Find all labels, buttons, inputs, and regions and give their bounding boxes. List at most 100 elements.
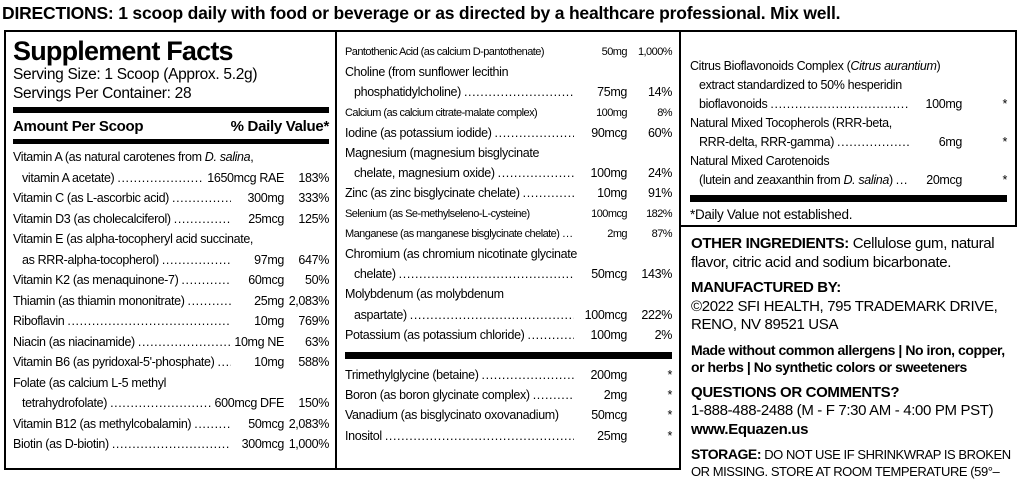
dot-leader: ........................................…: [172, 191, 231, 205]
nutrient-name: Vanadium (as bisglycinato oxovanadium): [345, 408, 559, 423]
nutrient-name: Vitamin K2 (as menaquinone-7): [13, 273, 179, 287]
nutrient-name: Pantothenic Acid (as calcium D-pantothen…: [345, 46, 545, 58]
nutrient-name: as RRR-alpha-tocopherol): [22, 252, 159, 267]
nutrient-daily-value: 50%: [305, 273, 329, 287]
nutrient-name: Vitamin E (as alpha-tocopheryl acid succ…: [13, 232, 254, 246]
dot-leader: ........................................…: [532, 388, 574, 403]
nutrient-line: extract standardized to 50% hesperidin: [690, 76, 1007, 95]
nutrient-line: chelate, magnesium oxide)...............…: [345, 163, 672, 183]
nutrient-list-3: Trimethylglycine (betaine)..............…: [345, 365, 672, 446]
dot-leader: ........................................…: [770, 97, 909, 111]
nutrient-amount: 25mcg: [248, 211, 284, 226]
nutrient-name: (lutein and zeaxanthin from D. salina): [699, 173, 893, 187]
nutrient-name: Zinc (as zinc bisglycinate chelate): [345, 186, 520, 201]
dot-leader: ........................................…: [67, 314, 231, 328]
column-header-row: Amount Per Scoop % Daily Value*: [13, 116, 329, 137]
nutrient-daily-value: 2,083%: [288, 293, 330, 308]
nutrient-line: Selenium (as Se-methylseleno-L-cysteine)…: [345, 204, 673, 224]
nutrient-line: (lutein and zeaxanthin from D. salina)..…: [690, 171, 1007, 190]
nutrient-daily-value: 588%: [298, 355, 329, 369]
nutrient-amount: 6mg: [938, 135, 963, 149]
nutrient-line: Niacin (as niacinamide).................…: [13, 332, 329, 353]
nutrient-line: Vitamin C (as L-ascorbic acid)..........…: [13, 188, 329, 209]
nutrient-name: Vitamin B12 (as methylcobalamin): [13, 416, 192, 431]
nutrient-amount: 90mcg: [591, 125, 627, 140]
dot-leader: ........................................…: [161, 252, 231, 267]
questions-label: QUESTIONS OR COMMENTS?: [691, 383, 900, 401]
manufactured-by-text: ©2022 SFI HEALTH, 795 TRADEMARK DRIVE, R…: [691, 297, 998, 334]
storage-label: STORAGE:: [691, 446, 762, 462]
nutrient-daily-value: 63%: [305, 334, 329, 349]
facts-box-right: Citrus Bioflavonoids Complex (Citrus aur…: [681, 30, 1017, 227]
nutrient-daily-value: 143%: [641, 267, 672, 282]
thick-divider: [13, 139, 329, 144]
nutrient-line: Vitamin B6 (as pyridoxal-5'-phosphate)..…: [13, 352, 329, 373]
nutrient-name: Chromium (as chromium nicotinate glycina…: [345, 247, 577, 262]
dot-leader: ........................................…: [398, 267, 574, 282]
nutrient-name: aspartate): [354, 307, 407, 322]
nutrient-amount: 25mg: [597, 428, 627, 443]
nutrient-line: Molybdenum (as molybdenum: [345, 284, 672, 304]
nutrient-line: bioflavonoids...........................…: [690, 95, 1007, 114]
nutrient-amount: 100mcg: [591, 207, 627, 220]
dot-leader: ........................................…: [194, 416, 231, 431]
nutrient-line: Potassium (as potassium chloride).......…: [345, 325, 672, 345]
dot-leader: ........................................…: [117, 170, 205, 185]
thick-divider: [690, 195, 1007, 202]
nutrient-daily-value: *: [1002, 97, 1007, 111]
dot-leader: ........................................…: [895, 173, 909, 187]
nutrient-line: Manganese (as manganese bisglycinate che…: [345, 224, 673, 244]
other-ingredients-text: Cellulose gum, natural flavor, citric ac…: [691, 235, 995, 271]
nutrient-list-2: Pantothenic Acid (as calcium D-pantothen…: [345, 42, 673, 345]
serving-size: Serving Size: 1 Scoop (Approx. 5.2g): [13, 66, 258, 83]
nutrient-name: Biotin (as D-biotin): [13, 437, 109, 451]
nutrient-daily-value: 2,083%: [288, 416, 330, 431]
other-ingredients-label: OTHER INGREDIENTS:: [691, 235, 849, 252]
dot-leader: ........................................…: [409, 307, 574, 322]
nutrient-name: tetrahydrofolate): [22, 396, 108, 410]
supplement-facts-panel: Supplement Facts Serving Size: 1 Scoop (…: [4, 30, 1017, 479]
nutrient-line: vitamin A acetate)......................…: [13, 168, 329, 189]
nutrient-line: RRR-delta, RRR-gamma)...................…: [690, 133, 1007, 152]
dot-leader: ........................................…: [481, 368, 574, 383]
nutrient-daily-value: *: [667, 428, 672, 443]
nutrient-line: Boron (as boron glycinate complex)......…: [345, 385, 672, 405]
nutrient-amount: 25mg: [254, 293, 284, 308]
phone-number: 1-888-488-2488 (M - F 7:30 AM - 4:00 PM …: [691, 402, 994, 419]
facts-column-3: Citrus Bioflavonoids Complex (Citrus aur…: [681, 30, 1017, 479]
nutrient-amount: 10mg NE: [234, 334, 284, 349]
nutrient-daily-value: 1,000%: [637, 46, 673, 58]
nutrient-amount: 97mg: [254, 252, 284, 267]
nutrient-daily-value: 14%: [648, 85, 672, 100]
nutrient-list-4: Citrus Bioflavonoids Complex (Citrus aur…: [690, 57, 1007, 190]
nutrient-name: Magnesium (magnesium bisglycinate: [345, 146, 540, 161]
nutrient-amount: 300mg: [247, 191, 285, 205]
nutrient-line: aspartate)..............................…: [345, 305, 672, 325]
nutrient-line: Natural Mixed Carotenoids: [690, 152, 1007, 171]
dot-leader: ........................................…: [497, 166, 574, 181]
nutrient-daily-value: 222%: [641, 307, 672, 322]
nutrient-line: Riboflavin..............................…: [13, 311, 329, 332]
nutrient-name: Trimethylglycine (betaine): [345, 368, 479, 383]
nutrient-daily-value: 24%: [648, 166, 672, 181]
nutrient-amount: 100mg: [590, 327, 628, 342]
nutrient-line: Natural Mixed Tocopherols (RRR-beta,: [690, 114, 1007, 133]
website-url: www.Equazen.us: [691, 420, 809, 438]
servings-per-container: Servings Per Container: 28: [13, 84, 192, 102]
nutrient-amount: 100mg: [596, 106, 627, 119]
nutrient-amount: 50mcg: [591, 408, 627, 423]
nutrient-amount: 100mg: [590, 166, 628, 181]
nutrient-daily-value: 150%: [298, 396, 329, 410]
nutrient-name: Riboflavin: [13, 314, 65, 328]
nutrient-daily-value: *: [667, 388, 672, 403]
directions-text: DIRECTIONS: 1 scoop daily with food or b…: [2, 3, 841, 23]
nutrient-name: Inositol: [345, 428, 382, 443]
nutrient-name: Vitamin D3 (as cholecalciferol): [13, 211, 171, 226]
other-ingredients-section: OTHER INGREDIENTS: Cellulose gum, natura…: [691, 235, 1013, 272]
nutrient-daily-value: 2%: [654, 327, 673, 342]
nutrient-line: Trimethylglycine (betaine)..............…: [345, 365, 672, 385]
dot-leader: ........................................…: [463, 85, 574, 100]
nutrient-daily-value: 647%: [298, 252, 329, 267]
nutrient-name: Niacin (as niacinamide): [13, 334, 135, 349]
nutrient-line: Vitamin D3 (as cholecalciferol).........…: [13, 209, 329, 230]
